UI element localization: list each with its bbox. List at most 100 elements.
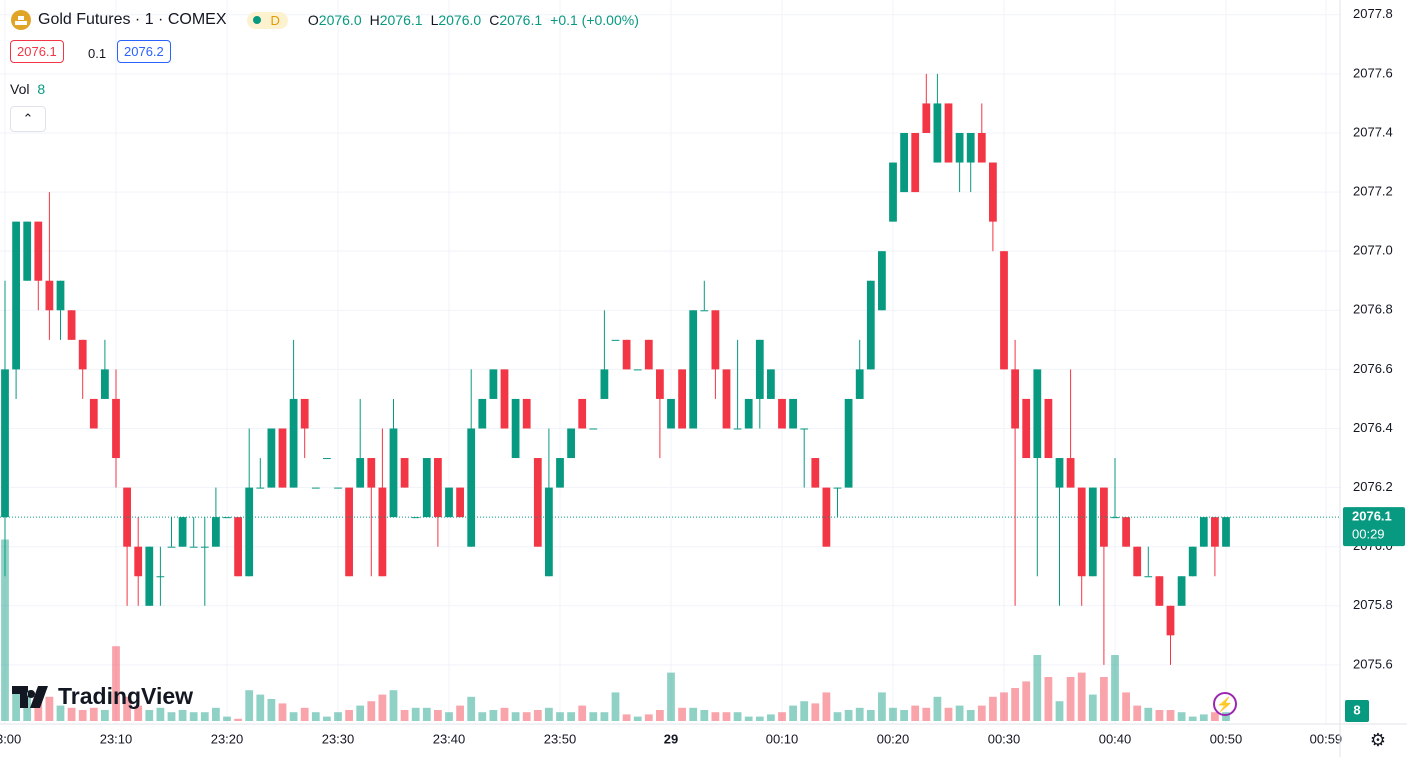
volume-bar bbox=[589, 712, 598, 721]
volume-bar bbox=[56, 705, 65, 721]
settings-icon[interactable]: ⚙ bbox=[1369, 730, 1387, 750]
candle-body bbox=[578, 398, 587, 429]
candle-body bbox=[12, 221, 20, 370]
candle-body bbox=[134, 546, 143, 577]
price-tag-value: 2076.1 bbox=[1352, 509, 1392, 524]
volume-bar bbox=[556, 712, 564, 721]
candle-body bbox=[289, 398, 298, 488]
volume-bar bbox=[489, 710, 498, 721]
x-tick-label: 00:20 bbox=[877, 731, 910, 746]
volume-bar bbox=[767, 714, 775, 721]
volume-bar bbox=[334, 712, 342, 721]
volume-bar bbox=[600, 712, 609, 721]
volume-bar bbox=[511, 712, 520, 721]
volume-bar bbox=[1166, 710, 1175, 721]
volume-bar bbox=[1, 539, 9, 721]
candle-body bbox=[1, 369, 9, 518]
candle-body bbox=[34, 221, 43, 281]
volume-bar bbox=[955, 705, 964, 721]
candle-body bbox=[323, 458, 331, 460]
candle-body bbox=[23, 221, 32, 281]
symbol-title[interactable]: Gold Futures · 1 · COMEX bbox=[38, 11, 227, 28]
candle-body bbox=[345, 487, 353, 577]
candle-body bbox=[145, 546, 154, 606]
candle-body bbox=[1055, 458, 1064, 488]
volume-bar bbox=[1211, 712, 1219, 721]
ask-button[interactable]: 2076.2 bbox=[117, 40, 171, 63]
x-tick-label: 00:59 bbox=[1310, 731, 1343, 746]
volume-bar bbox=[855, 707, 864, 721]
candle-body bbox=[389, 428, 398, 518]
candle-body bbox=[1100, 487, 1108, 547]
ohlc: O2076.0 H2076.1 L2076.0 C2076.1 +0.1 (+0… bbox=[308, 12, 639, 28]
volume-bar bbox=[500, 707, 509, 721]
volume-bar bbox=[112, 646, 120, 721]
candle-body bbox=[1077, 487, 1086, 577]
candle-body bbox=[1211, 517, 1219, 547]
collapse-button[interactable]: ⌃ bbox=[10, 106, 46, 132]
volume-bar bbox=[400, 710, 409, 721]
volume-bar bbox=[89, 707, 98, 721]
volume-bar bbox=[1055, 701, 1064, 721]
candle-body bbox=[267, 428, 276, 488]
volume-tag bbox=[1345, 700, 1369, 722]
volume-bar bbox=[1177, 712, 1186, 721]
volume-bar bbox=[178, 710, 187, 721]
volume-bar bbox=[933, 696, 942, 721]
candle-body bbox=[112, 398, 120, 459]
volume-bar bbox=[378, 694, 387, 721]
x-tick-label: 00:30 bbox=[988, 731, 1021, 746]
volume-bar bbox=[822, 692, 831, 721]
candle-body bbox=[1000, 251, 1008, 370]
ohlc-label: H bbox=[369, 12, 380, 28]
volume-bar bbox=[633, 716, 642, 721]
ohlc-item: L2076.0 bbox=[431, 12, 482, 28]
volume-bar bbox=[445, 712, 453, 721]
volume-bar bbox=[700, 710, 709, 721]
candle-body bbox=[1222, 517, 1230, 547]
volume-bar bbox=[800, 701, 809, 721]
candle-body bbox=[67, 310, 76, 340]
bid-button[interactable]: 2076.1 bbox=[10, 40, 64, 63]
spread: 0.1 bbox=[88, 46, 107, 61]
volume-bar bbox=[656, 710, 664, 721]
volume-bar bbox=[478, 712, 487, 721]
volume-bar bbox=[78, 710, 87, 721]
volume-bar bbox=[67, 707, 76, 721]
volume-bar bbox=[1044, 677, 1053, 721]
candle-body bbox=[767, 369, 775, 399]
candle-body bbox=[356, 458, 365, 488]
ohlc-item: C2076.1 bbox=[489, 12, 542, 28]
candle-body bbox=[311, 487, 320, 489]
candle-body bbox=[400, 458, 409, 488]
volume-bar bbox=[200, 712, 209, 721]
candle-body bbox=[522, 398, 531, 429]
candle-body bbox=[966, 132, 975, 163]
alert-icon[interactable]: ⚡ bbox=[1213, 692, 1237, 716]
volume-bar bbox=[467, 696, 476, 721]
candle-body bbox=[556, 458, 564, 488]
volume-bar bbox=[123, 696, 131, 721]
volume-bar bbox=[966, 710, 975, 721]
candle-body bbox=[933, 103, 942, 163]
volume-bar bbox=[678, 707, 686, 721]
volume-bar bbox=[300, 707, 309, 721]
candle-body bbox=[889, 162, 897, 222]
candle-body bbox=[123, 487, 131, 547]
candle-body bbox=[300, 398, 309, 429]
logo: TradingView bbox=[12, 683, 193, 710]
y-tick-label: 2077.2 bbox=[1353, 184, 1393, 199]
candle-body bbox=[667, 398, 675, 429]
candle-body bbox=[1166, 605, 1175, 636]
session-badge[interactable]: D bbox=[246, 11, 288, 29]
candle-body bbox=[1011, 369, 1019, 429]
candle-body bbox=[1133, 546, 1142, 577]
logo-icon bbox=[12, 685, 48, 708]
volume-title: Vol bbox=[10, 81, 30, 97]
candle-body bbox=[456, 487, 464, 518]
volume-bar bbox=[667, 672, 675, 721]
ohlc-value: 2076.1 bbox=[379, 12, 423, 28]
candle-body bbox=[78, 339, 87, 370]
candle-body bbox=[234, 517, 242, 577]
volume-bar bbox=[522, 712, 531, 721]
